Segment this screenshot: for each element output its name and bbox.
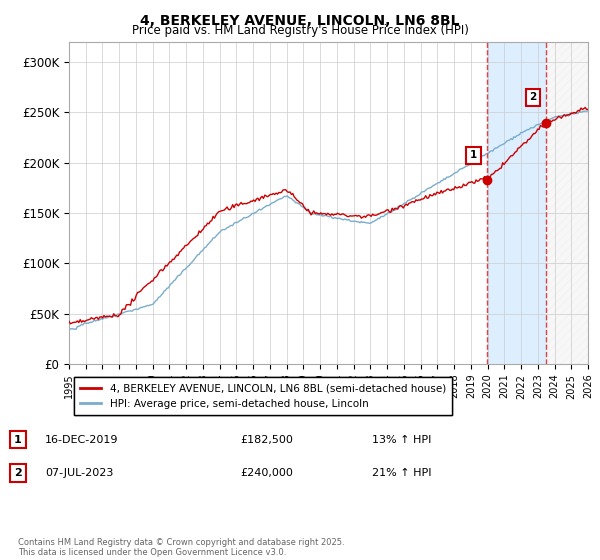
Text: 21% ↑ HPI: 21% ↑ HPI [372,468,431,478]
Text: 1: 1 [470,150,477,160]
Bar [547,42,588,364]
Text: 2: 2 [529,92,537,102]
Text: Contains HM Land Registry data © Crown copyright and database right 2025.
This d: Contains HM Land Registry data © Crown c… [18,538,344,557]
Text: Price paid vs. HM Land Registry's House Price Index (HPI): Price paid vs. HM Land Registry's House … [131,24,469,36]
Text: 4, BERKELEY AVENUE, LINCOLN, LN6 8BL: 4, BERKELEY AVENUE, LINCOLN, LN6 8BL [140,14,460,28]
Text: 07-JUL-2023: 07-JUL-2023 [45,468,113,478]
Text: 1: 1 [14,435,22,445]
Text: 2: 2 [14,468,22,478]
Text: 16-DEC-2019: 16-DEC-2019 [45,435,119,445]
Bar [487,42,547,364]
Text: £182,500: £182,500 [240,435,293,445]
Text: £240,000: £240,000 [240,468,293,478]
Legend: 4, BERKELEY AVENUE, LINCOLN, LN6 8BL (semi-detached house), HPI: Average price, : 4, BERKELEY AVENUE, LINCOLN, LN6 8BL (se… [74,377,452,415]
Text: 13% ↑ HPI: 13% ↑ HPI [372,435,431,445]
